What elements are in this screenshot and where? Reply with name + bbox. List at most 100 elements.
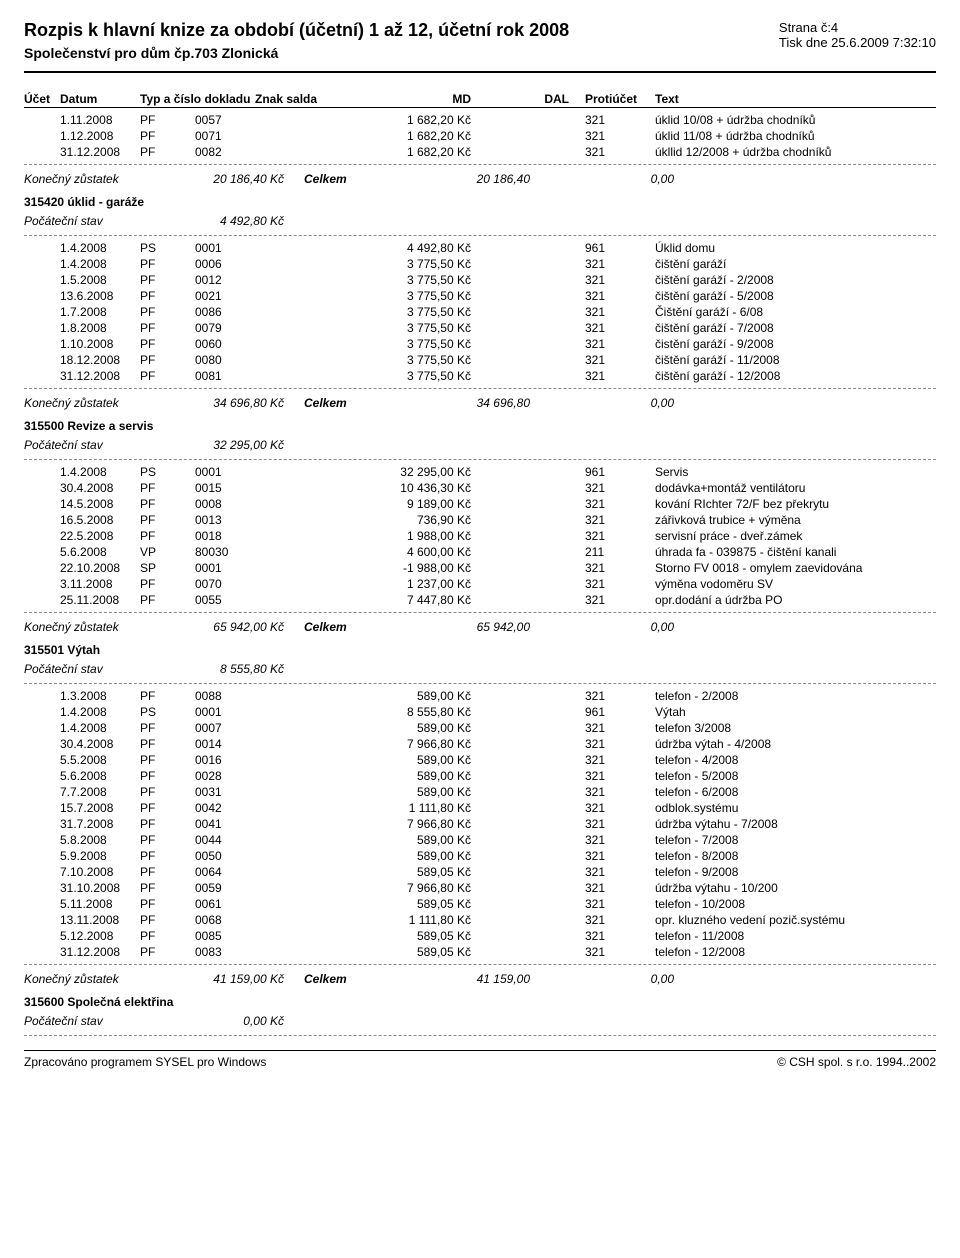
cell-text: zářivková trubice + výměna: [655, 513, 936, 527]
col-znak: Znak salda: [255, 92, 355, 106]
dashed-separator: [24, 683, 936, 684]
cell-text: telefon - 8/2008: [655, 849, 936, 863]
ledger-row: 5.8.2008PF0044589,00 Kč321telefon - 7/20…: [24, 832, 936, 848]
ledger-row: 13.6.2008PF00213 775,50 Kč321čištění gar…: [24, 288, 936, 304]
cell-typ: PF: [140, 497, 195, 511]
cell-doklad: 0060: [195, 337, 255, 351]
ledger-row: 7.10.2008PF0064589,05 Kč321telefon - 9/2…: [24, 864, 936, 880]
opening-balance: Počáteční stav32 295,00 Kč: [24, 435, 936, 455]
cell-typ: PF: [140, 897, 195, 911]
cell-prot: 321: [585, 305, 655, 319]
cell-prot: 321: [585, 737, 655, 751]
ledger-row: 22.5.2008PF00181 988,00 Kč321servisní pr…: [24, 528, 936, 544]
closing-val1: 34 696,80 Kč: [174, 396, 304, 410]
cell-doklad: 0059: [195, 881, 255, 895]
account-section-title: 315420 úklid - garáže: [24, 189, 936, 211]
dashed-separator: [24, 964, 936, 965]
cell-text: servisní práce - dveř.zámek: [655, 529, 936, 543]
col-md: MD: [355, 92, 495, 106]
cell-md: 1 111,80 Kč: [355, 801, 495, 815]
cell-typ: PF: [140, 513, 195, 527]
closing-celkem-label: Celkem: [304, 396, 374, 410]
report-subtitle: Společenství pro dům čp.703 Zlonická: [24, 45, 569, 61]
cell-prot: 321: [585, 129, 655, 143]
cell-datum: 31.12.2008: [60, 945, 140, 959]
cell-prot: 321: [585, 145, 655, 159]
cell-prot: 321: [585, 897, 655, 911]
ledger-row: 15.7.2008PF00421 111,80 Kč321odblok.syst…: [24, 800, 936, 816]
cell-doklad: 0031: [195, 785, 255, 799]
cell-doklad: 0021: [195, 289, 255, 303]
cell-datum: 1.5.2008: [60, 273, 140, 287]
cell-md: 589,00 Kč: [355, 721, 495, 735]
cell-prot: 321: [585, 481, 655, 495]
cell-prot: 321: [585, 561, 655, 575]
cell-datum: 1.12.2008: [60, 129, 140, 143]
cell-typ: PF: [140, 529, 195, 543]
cell-typ: PF: [140, 257, 195, 271]
ledger-row: 1.4.2008PS00018 555,80 Kč961Výtah: [24, 704, 936, 720]
cell-prot: 321: [585, 865, 655, 879]
closing-val3: 0,00: [554, 972, 674, 986]
cell-text: čištění garáží - 12/2008: [655, 369, 936, 383]
cell-doklad: 0085: [195, 929, 255, 943]
cell-text: čištění garáží - 2/2008: [655, 273, 936, 287]
cell-doklad: 0007: [195, 721, 255, 735]
cell-md: 1 237,00 Kč: [355, 577, 495, 591]
cell-datum: 5.11.2008: [60, 897, 140, 911]
cell-doklad: 0012: [195, 273, 255, 287]
cell-text: úkllid 12/2008 + údržba chodníků: [655, 145, 936, 159]
cell-prot: 321: [585, 593, 655, 607]
cell-doklad: 0050: [195, 849, 255, 863]
cell-prot: 321: [585, 945, 655, 959]
cell-text: čištění garáží - 7/2008: [655, 321, 936, 335]
cell-md: 7 966,80 Kč: [355, 737, 495, 751]
cell-md: 1 682,20 Kč: [355, 129, 495, 143]
cell-doklad: 0013: [195, 513, 255, 527]
cell-datum: 1.4.2008: [60, 721, 140, 735]
col-text: Text: [655, 92, 936, 106]
cell-typ: PF: [140, 273, 195, 287]
cell-text: Čištění garáží - 6/08: [655, 305, 936, 319]
cell-prot: 321: [585, 513, 655, 527]
ledger-row: 5.9.2008PF0050589,00 Kč321telefon - 8/20…: [24, 848, 936, 864]
opening-value: 8 555,80 Kč: [174, 662, 304, 676]
cell-datum: 1.4.2008: [60, 705, 140, 719]
dashed-separator: [24, 1035, 936, 1036]
cell-md: 589,00 Kč: [355, 753, 495, 767]
footer-left: Zpracováno programem SYSEL pro Windows: [24, 1055, 266, 1069]
closing-label: Konečný zůstatek: [24, 172, 174, 186]
ledger-row: 1.3.2008PF0088589,00 Kč321telefon - 2/20…: [24, 688, 936, 704]
closing-celkem-label: Celkem: [304, 972, 374, 986]
cell-typ: PF: [140, 129, 195, 143]
cell-doklad: 0064: [195, 865, 255, 879]
cell-text: čištění garáží: [655, 257, 936, 271]
cell-prot: 321: [585, 289, 655, 303]
dashed-separator: [24, 612, 936, 613]
col-typ: Typ a číslo dokladu: [140, 92, 255, 106]
opening-value: 0,00 Kč: [174, 1014, 304, 1028]
cell-text: úklid 11/08 + údržba chodníků: [655, 129, 936, 143]
opening-value: 32 295,00 Kč: [174, 438, 304, 452]
cell-text: údržba výtahu - 10/200: [655, 881, 936, 895]
cell-typ: PF: [140, 689, 195, 703]
closing-val1: 20 186,40 Kč: [174, 172, 304, 186]
ledger-row: 1.4.2008PF0007589,00 Kč321telefon 3/2008: [24, 720, 936, 736]
cell-md: 1 111,80 Kč: [355, 913, 495, 927]
dashed-separator: [24, 235, 936, 236]
ledger-row: 5.12.2008PF0085589,05 Kč321telefon - 11/…: [24, 928, 936, 944]
ledger-row: 31.12.2008PF00813 775,50 Kč321čištění ga…: [24, 368, 936, 384]
col-datum: Datum: [60, 92, 140, 106]
closing-val2: 20 186,40: [374, 172, 554, 186]
cell-prot: 321: [585, 753, 655, 767]
ledger-row: 22.10.2008SP0001-1 988,00 Kč321Storno FV…: [24, 560, 936, 576]
cell-typ: PF: [140, 929, 195, 943]
cell-prot: 321: [585, 321, 655, 335]
cell-text: údržba výtahu - 7/2008: [655, 817, 936, 831]
closing-label: Konečný zůstatek: [24, 620, 174, 634]
cell-datum: 13.11.2008: [60, 913, 140, 927]
cell-typ: PS: [140, 465, 195, 479]
cell-doklad: 0018: [195, 529, 255, 543]
cell-datum: 14.5.2008: [60, 497, 140, 511]
cell-doklad: 80030: [195, 545, 255, 559]
